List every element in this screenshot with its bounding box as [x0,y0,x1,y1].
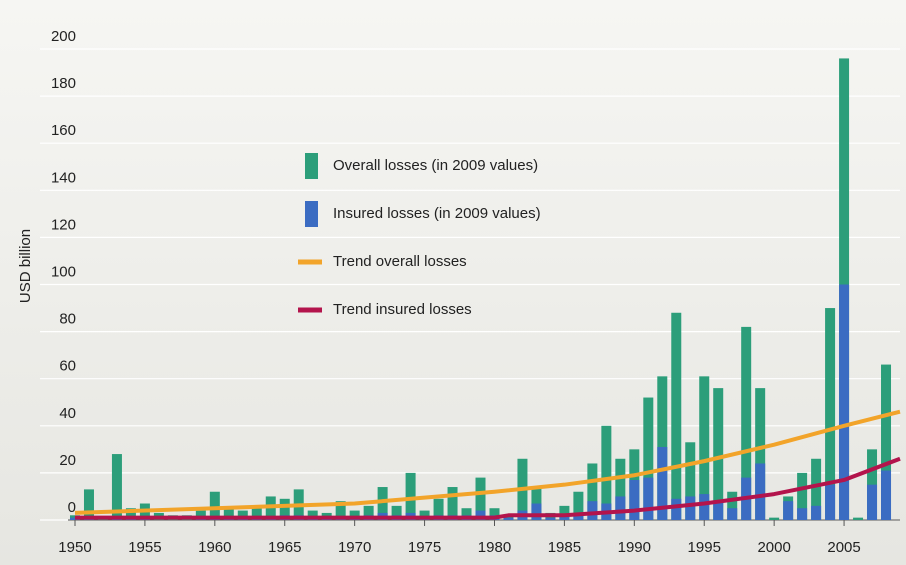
y-tick-label: 0 [68,499,76,516]
bar [699,376,710,520]
y-tick-label: 100 [51,263,76,280]
bar [531,503,542,520]
bar [615,496,626,520]
bar [573,512,584,520]
legend-swatch [305,201,318,227]
bar [237,510,248,520]
bar [615,458,626,520]
bar [853,517,864,520]
bar [335,501,346,520]
legend-label: Insured losses (in 2009 values) [333,205,541,222]
bar [881,470,892,520]
x-tick-label: 1990 [618,539,651,556]
bar [475,477,486,520]
x-tick-label: 2005 [827,539,860,556]
bar [209,491,220,520]
x-tick-label: 1980 [478,539,511,556]
bar [419,510,430,520]
bar [685,496,696,520]
bar [741,326,752,520]
bar [587,501,598,520]
bar [685,442,696,520]
y-axis-label: USD billion [17,229,34,303]
x-tick-label: 1960 [198,539,231,556]
bar [461,508,472,520]
bar [83,489,94,520]
x-tick-label: 2000 [757,539,790,556]
y-tick-label: 40 [59,405,76,422]
x-tick-label: 1955 [128,539,161,556]
bar [251,508,262,520]
x-tick-label: 1985 [548,539,581,556]
bar [405,472,416,520]
bar [559,515,570,520]
bar [881,364,892,520]
bar [797,508,808,520]
bar [713,388,724,520]
x-tick-label: 1950 [58,539,91,556]
trend-line [74,456,901,520]
trend-line [74,409,901,515]
y-tick-label: 180 [51,75,76,92]
y-tick-label: 160 [51,122,76,139]
y-tick-label: 200 [51,28,76,45]
bar [545,517,556,520]
bar [797,472,808,520]
bar [125,508,136,520]
bar [587,463,598,520]
x-tick-label: 1995 [688,539,721,556]
bar [811,458,822,520]
bar [727,508,738,520]
bar [111,454,122,520]
bar [391,505,402,520]
y-tick-label: 140 [51,169,76,186]
bar [489,508,500,520]
bar [699,494,710,520]
bar [671,498,682,520]
bar [475,510,486,520]
bar [503,517,514,520]
bar [825,308,836,520]
bar [349,510,360,520]
bar [363,505,374,520]
bar [279,498,290,520]
bar [433,498,444,520]
bar [755,388,766,520]
bar [601,425,612,520]
bar [223,508,234,520]
bar [727,491,738,520]
bar [867,484,878,520]
bar [629,479,640,520]
x-tick-label: 1970 [338,539,371,556]
bar [657,446,668,520]
bar [573,491,584,520]
bar [559,505,570,520]
bar [307,510,318,520]
bar [811,505,822,520]
legend-label: Trend overall losses [333,253,467,270]
bar [783,501,794,520]
bar [713,501,724,520]
y-tick-label: 120 [51,216,76,233]
bar [839,284,850,520]
bar [195,510,206,520]
bar [643,397,654,520]
bar [447,487,458,520]
bar [755,463,766,520]
bar [643,477,654,520]
bar [671,312,682,520]
bar [769,517,780,520]
legend-label: Overall losses (in 2009 values) [333,157,538,174]
legend-swatch [305,153,318,179]
x-tick-label: 1965 [268,539,301,556]
x-tick-label: 1975 [408,539,441,556]
y-tick-label: 60 [59,358,76,375]
bar [377,487,388,520]
y-tick-label: 80 [59,311,76,328]
bar [825,484,836,520]
legend-label: Trend insured losses [333,301,472,318]
y-tick-label: 20 [59,452,76,469]
